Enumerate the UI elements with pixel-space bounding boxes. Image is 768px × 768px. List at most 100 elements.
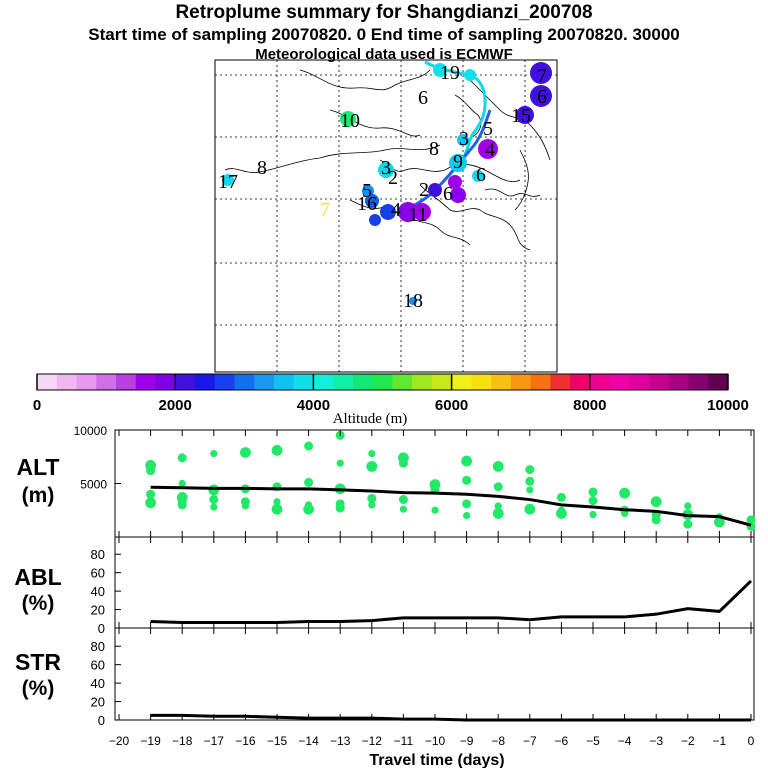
map-point-extra — [428, 183, 442, 197]
map-label: 10 — [340, 110, 360, 132]
abl-ytick-label: 0 — [98, 621, 105, 636]
map-label: 16 — [357, 193, 377, 215]
map-point-9 — [449, 154, 467, 172]
colorbar-cell — [550, 374, 571, 390]
map-point-extra — [433, 63, 447, 77]
x-tick-label: −5 — [586, 734, 600, 748]
map-label: 8 — [429, 138, 439, 160]
map-label: 5 — [483, 118, 493, 140]
alt-ytick-label: 10000 — [74, 424, 108, 438]
alt-scatter-dot — [303, 503, 314, 515]
map-label: 6 — [418, 87, 428, 109]
abl-ytick-label: 80 — [91, 547, 105, 562]
map-point-extra — [457, 134, 469, 146]
alt-scatter-dot — [368, 449, 376, 458]
map-point-extra — [369, 214, 381, 226]
alt-scatter-dot — [650, 496, 662, 508]
alt-scatter-dot — [368, 501, 376, 509]
panel-abl-unit: (%) — [22, 592, 55, 615]
x-tick-label: −16 — [235, 734, 256, 748]
abl-ytick-label: 60 — [91, 566, 105, 581]
colorbar-cell — [510, 374, 532, 390]
x-axis-label: Travel time (days) — [369, 752, 504, 768]
map-point-16 — [365, 194, 379, 208]
str-ytick-label: 0 — [98, 713, 105, 728]
map-label: 6 — [476, 164, 486, 186]
alt-scatter-dot — [177, 453, 187, 463]
colorbar-cell — [668, 374, 690, 390]
str-chart: 0 20 40 60 80 — [91, 639, 751, 728]
map-point-11 — [398, 202, 418, 222]
colorbar-tick-label: 0 — [33, 397, 41, 414]
alt-scatter-dot — [178, 479, 186, 488]
x-tick-label: −6 — [555, 734, 569, 748]
alt-scatter-dot — [398, 495, 408, 505]
alt-scatter-dot — [210, 449, 218, 458]
map-point-3 — [378, 162, 394, 178]
alt-scatter-dot — [494, 502, 502, 510]
colorbar: 0 2000 4000 6000 8000 10000 Altitude (m) — [33, 373, 749, 427]
abl-ytick-label: 40 — [91, 584, 105, 599]
colorbar-cell — [333, 374, 354, 390]
alt-scatter-dot — [273, 498, 281, 506]
colorbar-cell — [629, 374, 650, 390]
map-label: 7 — [320, 199, 330, 221]
x-tick-label: −17 — [204, 734, 225, 748]
colorbar-cell — [392, 374, 413, 390]
plume-path-cyan — [424, 60, 487, 166]
colorbar-cell — [649, 374, 670, 390]
map-label: 2 — [419, 179, 429, 201]
colorbar-cell — [412, 374, 433, 390]
x-tick-label: −13 — [330, 734, 351, 748]
alt-scatter-dot — [145, 497, 157, 509]
alt-scatter-dot — [463, 511, 471, 520]
x-tick-label: −10 — [425, 734, 446, 748]
alt-scatter-dot — [240, 447, 251, 458]
colorbar-cell — [471, 374, 492, 390]
colorbar-cell — [135, 374, 156, 390]
abl-ytick-label: 20 — [91, 603, 105, 618]
alt-scatter-dot — [271, 503, 283, 515]
colorbar-cell — [115, 374, 137, 390]
str-ytick-label: 20 — [91, 695, 105, 710]
map-point-4 — [380, 204, 396, 220]
x-tick-label: −18 — [172, 734, 193, 748]
x-tick-label: −3 — [649, 734, 663, 748]
time-series-panels: ALT (m) ABL (%) STR (%) 5000 10000 0 20 40 6… — [14, 424, 756, 768]
alt-scatter-dot — [684, 502, 692, 510]
colorbar-tick-label: 2000 — [159, 397, 192, 414]
map-point-18 — [409, 297, 417, 305]
colorbar-cell — [609, 374, 630, 390]
map-label: 11 — [408, 204, 427, 226]
alt-scatter-dot — [208, 484, 220, 496]
panel-str-frame — [114, 627, 755, 721]
alt-scatter-dot — [461, 455, 472, 467]
map-label: 15 — [511, 105, 531, 127]
colorbar-cell — [313, 374, 334, 390]
map-label: 4 — [391, 199, 401, 221]
colorbar-cell — [37, 374, 58, 390]
alt-scatter-dot — [746, 515, 756, 525]
map-label: 8 — [257, 157, 267, 179]
panel-str-unit: (%) — [22, 677, 55, 700]
alt-scatter-dot — [524, 503, 536, 515]
alt-scatter-dot — [493, 482, 503, 492]
x-tick-label: −15 — [267, 734, 288, 748]
map-point-15 — [516, 106, 534, 124]
map-label: 3 — [381, 157, 391, 179]
alt-scatter-dot — [399, 505, 407, 513]
alt-scatter-dot — [336, 459, 344, 467]
abl-chart: 0 20 40 60 80 — [91, 547, 753, 636]
colorbar-cell — [570, 374, 591, 390]
x-tick-label: −7 — [523, 734, 537, 748]
alt-scatter-dot — [525, 465, 535, 475]
map-label: 6 — [443, 183, 453, 205]
x-tick-label: −8 — [491, 734, 505, 748]
map-label: 5 — [362, 180, 372, 202]
str-ytick-label: 40 — [91, 676, 105, 691]
x-tick-label: −12 — [362, 734, 383, 748]
map-point-6 — [530, 85, 552, 107]
